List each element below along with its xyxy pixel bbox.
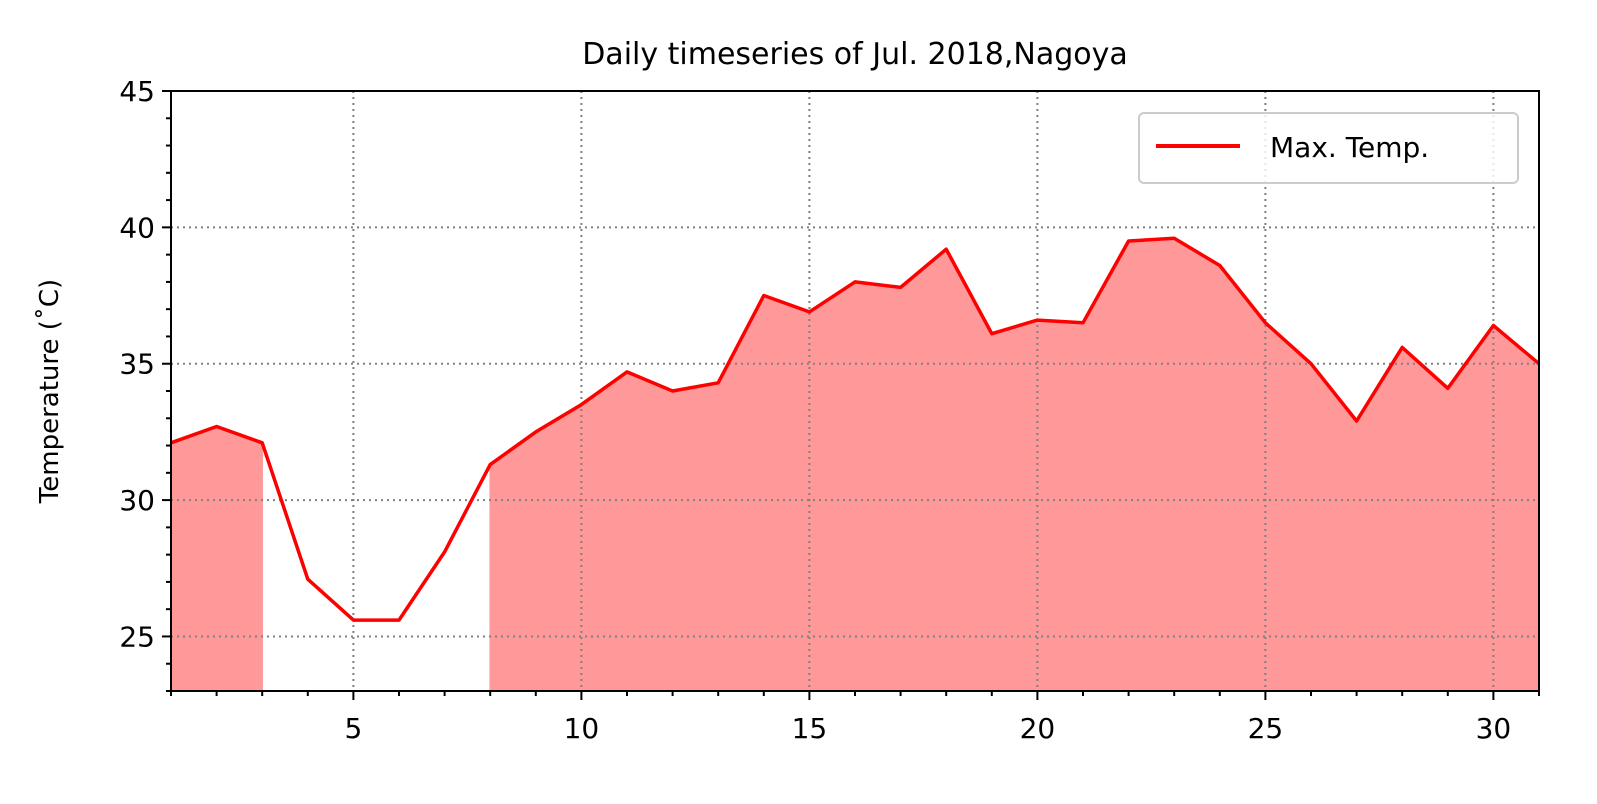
x-tick-label-25: 25 bbox=[1248, 712, 1284, 745]
y-tick-label-35: 35 bbox=[119, 348, 155, 381]
chart-title: Daily timeseries of Jul. 2018,Nagoya bbox=[582, 37, 1128, 72]
y-tick-label-45: 45 bbox=[119, 75, 155, 108]
x-tick-label-20: 20 bbox=[1020, 712, 1056, 745]
fill-area-layer bbox=[170, 237, 1540, 692]
series-line-layer bbox=[170, 236, 1541, 622]
x-tick-label-5: 5 bbox=[344, 712, 362, 745]
x-tick-label-30: 30 bbox=[1476, 712, 1512, 745]
y-axis-label: Temperature (˚C) bbox=[35, 279, 65, 504]
tick-labels: 5 10 15 20 25 30 25 30 35 40 45 bbox=[119, 75, 1511, 745]
x-tick-label-10: 10 bbox=[564, 712, 600, 745]
series-line-max-temp bbox=[170, 236, 1541, 622]
x-tick-label-15: 15 bbox=[792, 712, 828, 745]
y-tick-label-40: 40 bbox=[119, 211, 155, 244]
fill-area-0 bbox=[170, 425, 263, 692]
legend: Max. Temp. bbox=[1138, 112, 1519, 184]
fill-area-1 bbox=[489, 237, 1540, 692]
y-tick-label-25: 25 bbox=[119, 620, 155, 653]
legend-label: Max. Temp. bbox=[1270, 131, 1429, 164]
axis-ticks bbox=[162, 90, 1540, 700]
y-tick-label-30: 30 bbox=[119, 484, 155, 517]
legend-box bbox=[1138, 112, 1519, 184]
